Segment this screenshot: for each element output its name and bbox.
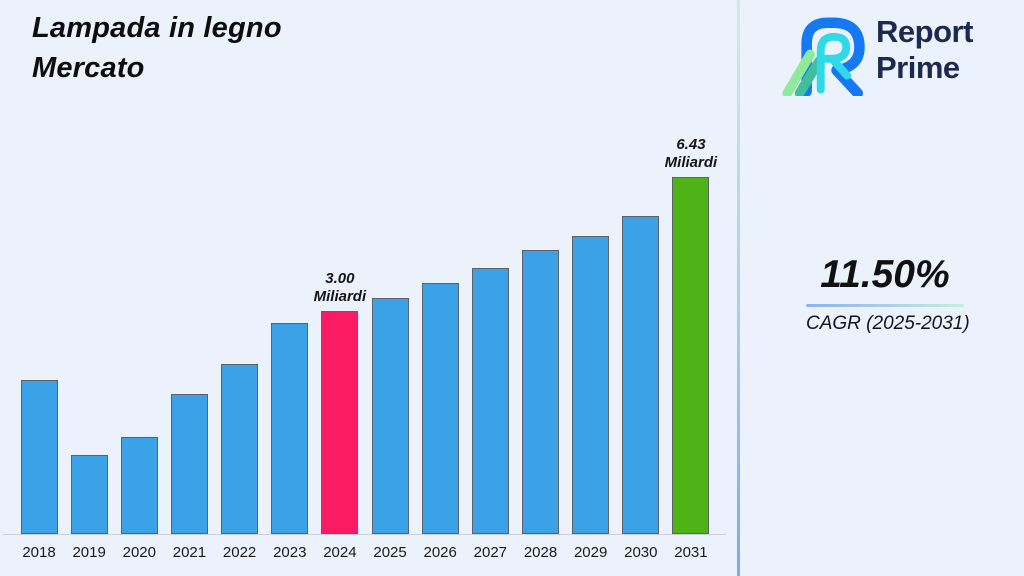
- bar-2024: [321, 311, 359, 534]
- bar-2023: [271, 323, 309, 534]
- x-tick-2019: 2019: [72, 544, 106, 561]
- bar-value-label-2031: 6.43 Miliardi: [664, 136, 718, 171]
- page-title: Lampada in legno Mercato: [32, 8, 282, 88]
- x-tick-2031: 2031: [674, 544, 708, 561]
- brand-name: Report Prime: [876, 14, 973, 86]
- bar-2021: [170, 394, 208, 534]
- brand-name-line1: Report: [876, 14, 973, 49]
- bar-2030: [622, 216, 660, 534]
- x-tick-2025: 2025: [373, 544, 407, 561]
- bar-2031: [672, 177, 710, 534]
- x-tick-2018: 2018: [22, 544, 56, 561]
- bar-2026: [421, 283, 459, 534]
- bar-value-label-2024: 3.00 Miliardi: [313, 270, 367, 305]
- bar-2027: [471, 268, 509, 534]
- x-tick-2027: 2027: [473, 544, 508, 561]
- cagr-value: 11.50%: [820, 253, 950, 296]
- cagr-caption: CAGR (2025-2031): [806, 313, 970, 334]
- panel-divider: [737, 0, 740, 576]
- cagr-block: 11.50% CAGR (2025-2031): [806, 252, 970, 335]
- bar-2020: [120, 437, 158, 534]
- x-tick-2028: 2028: [523, 544, 558, 561]
- bar-2019: [70, 455, 108, 534]
- x-tick-2022: 2022: [222, 544, 257, 561]
- cagr-underline: [806, 304, 964, 307]
- bar-2025: [371, 298, 409, 534]
- bar-2029: [572, 236, 610, 534]
- x-tick-2023: 2023: [273, 544, 307, 561]
- x-axis-line: [3, 534, 726, 535]
- bar-2018: [20, 380, 58, 534]
- x-tick-2020: 2020: [122, 544, 156, 561]
- report-prime-logo-icon: [782, 12, 870, 101]
- x-tick-2026: 2026: [423, 544, 457, 561]
- page-title-line1: Lampada in legno: [32, 12, 282, 44]
- brand-name-line2: Prime: [876, 50, 960, 85]
- x-tick-2024: 2024: [323, 544, 357, 561]
- x-tick-2029: 2029: [573, 544, 608, 561]
- bar-2028: [522, 250, 559, 534]
- x-tick-2021: 2021: [172, 544, 207, 561]
- bar-2022: [221, 364, 259, 534]
- x-tick-2030: 2030: [624, 544, 658, 561]
- page-title-line2: Mercato: [32, 52, 145, 84]
